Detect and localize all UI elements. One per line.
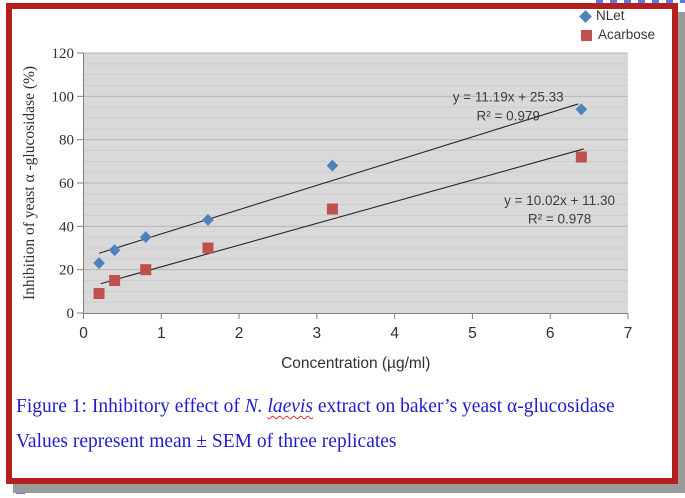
figure-caption: Figure 1: Inhibitory effect of N. laevis… — [16, 393, 654, 455]
x-axis-title: Concentration (µg/ml) — [281, 355, 430, 372]
y-tick-label: 60 — [59, 176, 74, 192]
species-genus: N. — [244, 396, 268, 417]
data-point-acarbose — [575, 151, 587, 163]
y-tick-label: 0 — [67, 306, 75, 322]
data-point-nlet — [202, 213, 214, 226]
x-tick-label: 1 — [157, 325, 166, 342]
data-point-acarbose — [326, 203, 338, 215]
dash-artifact — [16, 491, 25, 494]
data-point-acarbose — [93, 288, 105, 299]
y-tick-label: 40 — [59, 219, 74, 235]
equation-label-nlet: y = 11.19x + 25.33 — [453, 89, 564, 104]
y-tick-label: 120 — [52, 46, 75, 62]
chart-canvas: 0 20 40 60 80 100 120 0 1 2 3 4 5 6 7 Inhibition of yea… — [21, 46, 633, 372]
legend-label: NLet — [596, 8, 625, 23]
square-marker-icon — [581, 29, 592, 41]
trendline-acarbose — [100, 148, 584, 285]
legend-label: Acarbose — [598, 27, 656, 42]
x-tick-label: 7 — [624, 325, 633, 342]
data-point-nlet — [139, 231, 152, 244]
data-point-acarbose — [109, 275, 121, 286]
y-tick-label: 80 — [59, 133, 74, 149]
figure-caption-title: Figure 1: Inhibitory effect of N. laevis… — [16, 393, 654, 420]
data-point-acarbose — [202, 242, 214, 254]
x-tick-label: 0 — [79, 325, 88, 342]
caption-text: glucosidase — [523, 396, 615, 417]
y-axis-title: Inhibition of yeast α -glucosidase (%) — [21, 66, 38, 300]
data-point-nlet — [93, 257, 105, 270]
data-point-nlet — [326, 159, 339, 172]
x-tick-label: 2 — [235, 325, 244, 342]
chart-legend: NLet Acarbose — [579, 8, 655, 43]
y-tick-label: 100 — [52, 89, 75, 105]
figure-caption-note: Values represent mean ± SEM of three rep… — [16, 431, 397, 452]
equation-label-acarbose: y = 10.02x + 11.30 — [504, 193, 615, 208]
caption-text: extract on baker’s yeast α- — [312, 396, 524, 417]
x-tick-label: 3 — [313, 325, 322, 342]
trendline-nlet — [98, 103, 579, 254]
diamond-marker-icon — [579, 9, 592, 23]
legend-item-acarbose: Acarbose — [581, 27, 655, 43]
species-epithet: laevis — [267, 396, 313, 417]
x-tick-label: 6 — [546, 325, 555, 342]
dashed-border-artifact — [596, 0, 685, 3]
data-point-nlet — [108, 244, 121, 257]
legend-item-nlet: NLet — [579, 8, 655, 24]
caption-text: Figure 1: Inhibitory effect of — [16, 396, 245, 417]
x-tick-label: 4 — [390, 325, 399, 342]
data-point-acarbose — [140, 264, 152, 276]
r-squared-label-nlet: R² = 0.979 — [476, 108, 539, 123]
y-tick-label: 20 — [59, 263, 74, 279]
r-squared-label-acarbose: R² = 0.978 — [528, 211, 591, 226]
x-tick-label: 5 — [468, 325, 477, 342]
data-point-nlet — [575, 103, 588, 116]
